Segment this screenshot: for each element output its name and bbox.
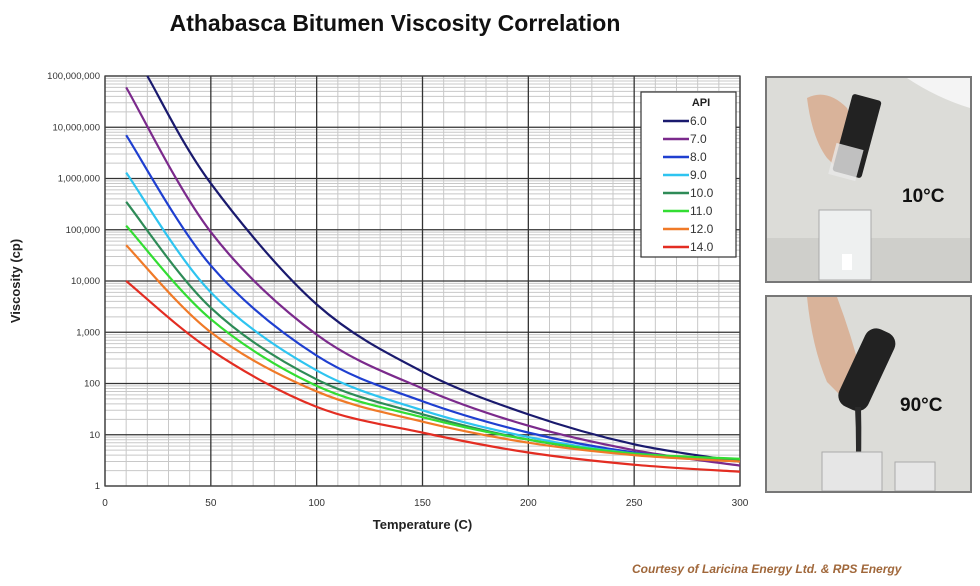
y-tick-label: 1,000 xyxy=(76,327,100,338)
legend-entry: 9.0 xyxy=(690,168,707,182)
y-tick-label: 1 xyxy=(95,481,100,492)
photo-hot-bitumen: 90°C xyxy=(765,295,972,493)
photo-cold-bitumen: 10°C xyxy=(765,76,972,283)
series-line-api-7.0 xyxy=(125,86,741,467)
y-tick-label: 100 xyxy=(84,379,100,390)
y-tick-label: 1,000,000 xyxy=(58,174,100,185)
cold-pour-illustration xyxy=(767,78,970,281)
series-line-api-11.0 xyxy=(125,224,741,460)
x-axis-label: Temperature (C) xyxy=(373,517,472,532)
legend-entry: 11.0 xyxy=(690,204,713,218)
y-tick-label: 10 xyxy=(89,430,100,441)
legend-entry: 7.0 xyxy=(690,132,707,146)
x-tick-label: 50 xyxy=(205,498,217,509)
photo-label-hot: 90°C xyxy=(900,395,943,416)
y-tick-label: 100,000,000 xyxy=(47,71,100,82)
chart-title: Athabasca Bitumen Viscosity Correlation xyxy=(169,10,621,36)
hot-pour-illustration xyxy=(807,297,936,491)
legend-entry: 6.0 xyxy=(690,114,707,128)
photo-label-cold: 10°C xyxy=(902,186,945,207)
x-tick-label: 300 xyxy=(732,498,749,509)
legend-title: API xyxy=(692,97,710,109)
x-tick-label: 0 xyxy=(102,498,108,509)
y-tick-label: 10,000,000 xyxy=(52,122,100,133)
series-line-api-6.0 xyxy=(146,75,741,463)
legend-entry: 10.0 xyxy=(690,186,714,200)
credit-text: Courtesy of Laricina Energy Ltd. & RPS E… xyxy=(632,562,902,576)
legend-entry: 12.0 xyxy=(690,222,714,236)
x-tick-label: 200 xyxy=(520,498,537,509)
y-tick-label: 10,000 xyxy=(71,276,100,287)
series-line-api-12.0 xyxy=(125,244,741,463)
x-tick-label: 100 xyxy=(308,498,325,509)
x-tick-label: 250 xyxy=(626,498,643,509)
x-tick-label: 150 xyxy=(414,498,431,509)
plot-border xyxy=(104,75,741,487)
legend-entry: 8.0 xyxy=(690,150,707,164)
viscosity-chart: 1 10 100 1,000 10,000 100,000 1,000,000 10,000,… xyxy=(8,71,749,532)
y-tick-label: 100,000 xyxy=(66,225,100,236)
y-axis-label: Viscosity (cp) xyxy=(8,239,23,323)
series-line-api-14.0 xyxy=(125,280,741,473)
legend-entry: 14.0 xyxy=(690,240,714,254)
